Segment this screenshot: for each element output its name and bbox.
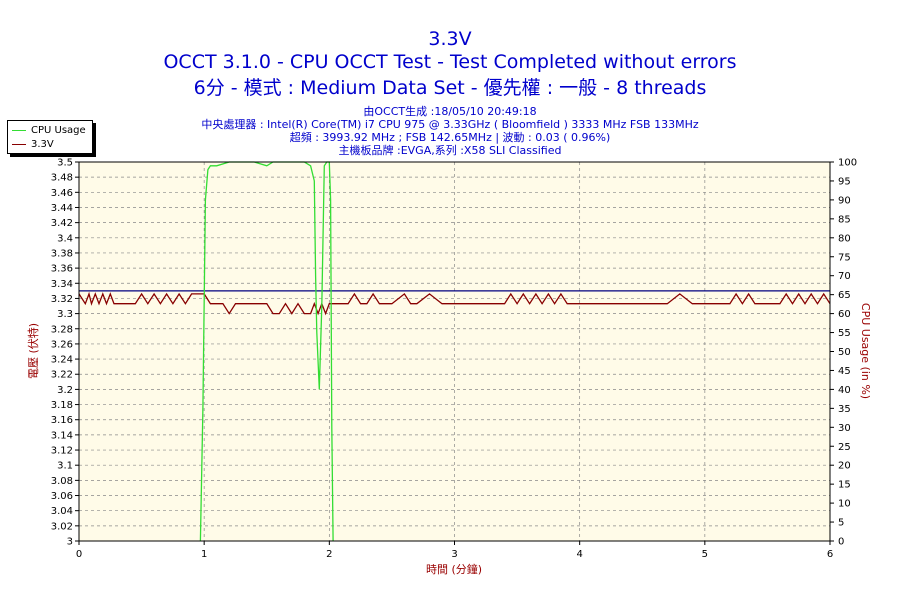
- x-tick-label: 0: [76, 549, 82, 560]
- legend-item-cpu-usage: CPU Usage: [12, 124, 86, 136]
- left-tick-label: 3.38: [51, 248, 73, 259]
- right-tick-label: 0: [838, 537, 844, 548]
- chart-title: 3.3V: [428, 28, 472, 50]
- left-tick-label: 3.22: [51, 370, 73, 381]
- x-tick-label: 1: [201, 549, 207, 560]
- right-tick-label: 90: [838, 195, 851, 206]
- legend: CPU Usage 3.3V: [7, 120, 93, 154]
- left-tick-label: 3.16: [51, 415, 73, 426]
- left-tick-label: 3.44: [51, 203, 73, 214]
- info-generated: 由OCCT生成 :18/05/10 20:49:18: [363, 105, 537, 118]
- info-overclock: 超頻 : 3993.92 MHz ; FSB 142.65MHz | 波動 : …: [289, 131, 611, 144]
- x-axis-ticks: 0 1 2 3 4 5 6: [76, 541, 833, 560]
- grid-lines: [79, 162, 830, 541]
- right-tick-label: 60: [838, 309, 851, 320]
- right-tick-label: 100: [838, 158, 857, 169]
- left-tick-label: 3.32: [51, 294, 73, 305]
- chart-subtitle-1: OCCT 3.1.0 - CPU OCCT Test - Test Comple…: [163, 51, 737, 73]
- x-axis-label: 時間 (分鐘): [426, 562, 482, 576]
- right-tick-label: 20: [838, 461, 851, 472]
- left-tick-label: 3.48: [51, 173, 73, 184]
- right-tick-label: 55: [838, 328, 851, 339]
- right-tick-label: 85: [838, 214, 851, 225]
- left-tick-label: 3.24: [51, 355, 73, 366]
- left-tick-label: 3.46: [51, 188, 73, 199]
- right-tick-label: 65: [838, 290, 851, 301]
- legend-item-3.3v: 3.3V: [12, 138, 54, 150]
- left-tick-label: 3.5: [57, 158, 73, 169]
- left-tick-label: 3.04: [51, 506, 73, 517]
- info-cpu: 中央處理器 : Intel(R) Core(TM) i7 CPU 975 @ 3…: [201, 118, 699, 131]
- x-tick-label: 4: [576, 549, 582, 560]
- left-axis-ticks: 3 3.02 3.04 3.06 3.08 3.1 3.12 3.14 3.16 3.18 3.2 3…: [51, 158, 79, 548]
- x-tick-label: 6: [827, 549, 833, 560]
- left-tick-label: 3.4: [57, 233, 73, 244]
- left-tick-label: 3.28: [51, 324, 73, 335]
- legend-label-3.3v: 3.3V: [31, 138, 54, 150]
- left-tick-label: 3.1: [57, 461, 73, 472]
- left-tick-label: 3.36: [51, 264, 73, 275]
- left-tick-label: 3: [67, 537, 73, 548]
- legend-swatch-cpu-usage: [12, 129, 26, 131]
- plot-frame: [78, 161, 831, 542]
- left-tick-label: 3.14: [51, 430, 73, 441]
- right-tick-label: 50: [838, 347, 851, 358]
- left-tick-label: 3.3: [57, 309, 73, 320]
- right-tick-label: 15: [838, 480, 851, 491]
- left-tick-label: 3.12: [51, 446, 73, 457]
- left-tick-label: 3.42: [51, 218, 73, 229]
- series-3.3v-line: [78, 291, 831, 316]
- left-tick-label: 3.18: [51, 400, 73, 411]
- x-tick-label: 5: [702, 549, 708, 560]
- left-tick-label: 3.08: [51, 476, 73, 487]
- right-tick-label: 80: [838, 233, 851, 244]
- right-tick-label: 40: [838, 385, 851, 396]
- right-tick-label: 10: [838, 499, 851, 510]
- legend-swatch-3.3v: [12, 143, 26, 145]
- left-tick-label: 3.06: [51, 491, 73, 502]
- right-tick-label: 75: [838, 252, 851, 263]
- right-tick-label: 35: [838, 404, 851, 415]
- x-tick-label: 2: [326, 549, 332, 560]
- left-tick-label: 3.26: [51, 339, 73, 350]
- right-axis-ticks: 0 5 10 15 20 25 30 35 40 45 50 55 60 65 70 75 80 85 90 95 10…: [830, 158, 857, 548]
- left-tick-label: 3.34: [51, 279, 73, 290]
- right-tick-label: 5: [838, 518, 844, 529]
- right-tick-label: 95: [838, 176, 851, 187]
- left-tick-label: 3.2: [57, 385, 73, 396]
- x-tick-label: 3: [451, 549, 457, 560]
- left-axis-label: 電壓 (伏特): [26, 323, 40, 379]
- chart-subtitle-2: 6分 - 模式 : Medium Data Set - 優先權 : 一般 - 8…: [193, 77, 707, 99]
- legend-label-cpu-usage: CPU Usage: [31, 124, 86, 136]
- right-tick-label: 30: [838, 423, 851, 434]
- left-tick-label: 3.02: [51, 521, 73, 532]
- right-axis-label: CPU Usage (in %): [859, 303, 872, 399]
- right-tick-label: 45: [838, 366, 851, 377]
- right-tick-label: 25: [838, 442, 851, 453]
- right-tick-label: 70: [838, 271, 851, 282]
- info-motherboard: 主機板品牌 :EVGA,系列 :X58 SLI Classified: [338, 144, 562, 157]
